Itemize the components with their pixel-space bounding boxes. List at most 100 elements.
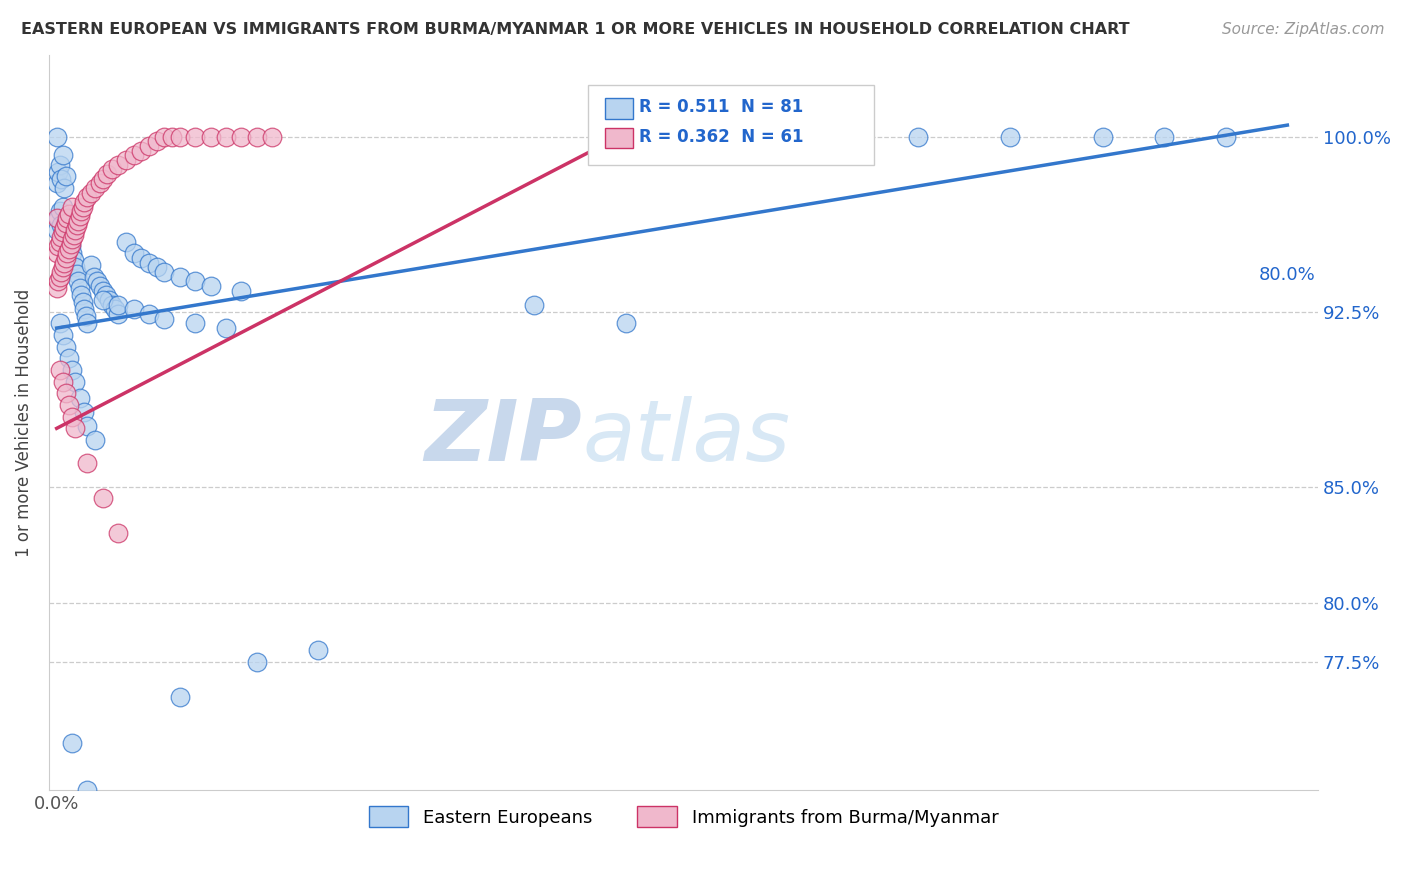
Point [67,274,90,288]
Point [184,317,207,331]
Point [91,491,114,506]
Point [69,281,91,295]
Point [55,340,77,354]
Point [79,258,101,272]
Point [48,363,70,377]
Point [215,129,238,144]
Point [83,269,105,284]
Point [58,398,80,412]
Point [46,274,69,288]
Point [52,260,75,275]
Point [184,129,207,144]
Point [56,223,79,237]
Point [169,690,191,704]
Point [76,317,98,331]
Point [63,375,86,389]
Point [52,328,75,343]
Point [75,310,97,324]
Point [52,148,75,162]
Point [231,129,253,144]
Point [91,284,114,298]
Point [73,405,96,419]
Point [107,526,129,541]
Point [184,274,207,288]
Point [122,302,145,317]
Point [58,207,80,221]
Point [215,321,238,335]
Point [231,284,253,298]
Point [72,200,94,214]
Point [53,256,76,270]
Point [55,251,77,265]
Point [46,211,69,226]
Point [160,129,183,144]
Point [53,227,76,242]
Point [76,783,98,797]
Point [70,288,93,302]
Point [138,307,160,321]
Point [91,171,114,186]
Point [69,209,91,223]
Text: R = 0.362  N = 61: R = 0.362 N = 61 [640,128,804,145]
Text: EASTERN EUROPEAN VS IMMIGRANTS FROM BURMA/MYANMAR 1 OR MORE VEHICLES IN HOUSEHOL: EASTERN EUROPEAN VS IMMIGRANTS FROM BURM… [21,22,1129,37]
Bar [605,128,633,148]
Point [122,148,145,162]
Point [55,169,77,184]
Point [59,237,82,252]
Point [91,293,114,307]
Point [51,171,73,186]
Point [62,253,84,268]
Point [45,129,67,144]
Point [63,421,86,435]
Point [153,129,176,144]
Point [51,230,73,244]
Point [107,158,129,172]
Point [45,281,67,295]
Point [45,211,67,226]
Point [51,219,73,233]
Point [98,293,121,307]
Point [115,153,138,167]
Point [76,456,98,470]
Point [48,158,70,172]
Point [60,409,83,424]
Point [67,213,90,227]
Point [52,200,75,214]
Point [53,220,76,235]
Point [60,200,83,214]
Point [48,235,70,249]
Point [94,288,117,302]
Point [76,419,98,434]
Point [145,135,167,149]
Point [200,129,222,144]
Point [60,232,83,246]
Point [145,260,167,275]
Point [66,268,89,282]
Point [45,223,67,237]
Point [52,375,75,389]
Point [53,181,76,195]
Point [59,239,82,253]
Point [153,265,176,279]
Point [79,186,101,200]
Point [115,235,138,249]
Point [58,232,80,246]
Point [260,129,283,144]
FancyBboxPatch shape [588,85,875,165]
Point [46,239,69,253]
Point [907,129,929,144]
Bar [605,98,633,119]
Point [107,298,129,312]
Point [169,269,191,284]
Point [60,363,83,377]
Point [56,246,79,260]
Point [104,302,127,317]
Point [1000,129,1022,144]
Point [84,181,107,195]
Legend: Eastern Europeans, Immigrants from Burma/Myanmar: Eastern Europeans, Immigrants from Burma… [360,797,1007,836]
Point [62,227,84,242]
Point [70,204,93,219]
Point [246,655,269,669]
Point [614,317,637,331]
Point [129,144,152,158]
